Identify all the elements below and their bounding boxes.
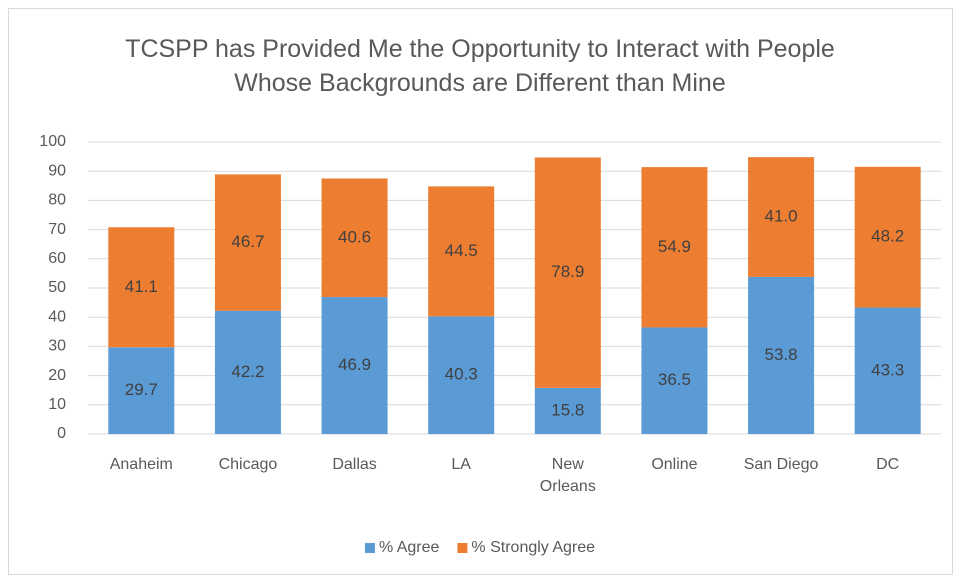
bar-segment <box>321 297 388 434</box>
bar-segment <box>854 307 921 434</box>
legend-label: % Strongly Agree <box>471 539 595 556</box>
x-tick-label: Chicago <box>218 456 278 473</box>
legend-label: % Agree <box>379 539 440 556</box>
x-tick-label: DC <box>876 456 900 473</box>
y-tick-label: 90 <box>48 162 66 179</box>
bar-segment <box>214 310 281 434</box>
data-label: 78.9 <box>551 262 584 281</box>
data-label: 48.2 <box>871 227 904 246</box>
data-label: 42.2 <box>231 362 264 381</box>
y-tick-label: 70 <box>48 221 66 238</box>
bar-segment <box>108 347 175 434</box>
data-label: 36.5 <box>658 370 691 389</box>
bar-segment <box>428 186 495 317</box>
bar-segment <box>534 387 601 434</box>
data-label: 53.8 <box>765 345 798 364</box>
y-tick-label: 60 <box>48 250 66 267</box>
bar-segment <box>108 227 175 348</box>
y-tick-label: 80 <box>48 192 66 209</box>
x-tick-label: Anaheim <box>109 456 173 473</box>
legend-swatch <box>457 543 468 553</box>
bar-segment <box>748 157 815 277</box>
bar-segment <box>854 166 921 308</box>
y-tick-label: 40 <box>48 308 66 325</box>
bar-segment <box>428 316 495 434</box>
data-label: 44.5 <box>445 241 478 260</box>
data-label: 43.3 <box>871 360 904 379</box>
legend-swatch <box>364 543 375 553</box>
x-tick-label: San Diego <box>743 456 819 473</box>
data-label: 15.8 <box>551 400 584 419</box>
y-tick-label: 0 <box>57 425 66 442</box>
data-label: 41.1 <box>125 277 158 296</box>
data-label: 29.7 <box>125 380 158 399</box>
y-tick-label: 100 <box>39 133 66 150</box>
data-label: 41.0 <box>765 207 798 226</box>
x-tick-label: LA <box>451 456 471 473</box>
bar-segment <box>641 167 708 328</box>
x-tick-label: Online <box>651 456 698 473</box>
bar-segment <box>321 178 388 298</box>
bar-segment <box>748 276 815 434</box>
data-label: 40.6 <box>338 227 371 246</box>
chart-title: TCSPP has Provided Me the Opportunity to… <box>125 35 835 97</box>
bar-segment <box>534 157 601 388</box>
bar-segment <box>641 327 708 434</box>
data-label: 54.9 <box>658 237 691 256</box>
data-label: 46.9 <box>338 355 371 374</box>
x-tick-label: New Orleans <box>539 456 596 495</box>
y-tick-label: 10 <box>48 396 66 413</box>
bar-segment <box>214 174 281 311</box>
data-label: 46.7 <box>231 232 264 251</box>
y-tick-label: 50 <box>48 279 66 296</box>
x-tick-label: Dallas <box>332 456 377 473</box>
y-tick-label: 20 <box>48 367 66 384</box>
y-tick-label: 30 <box>48 338 66 355</box>
data-label: 40.3 <box>445 365 478 384</box>
